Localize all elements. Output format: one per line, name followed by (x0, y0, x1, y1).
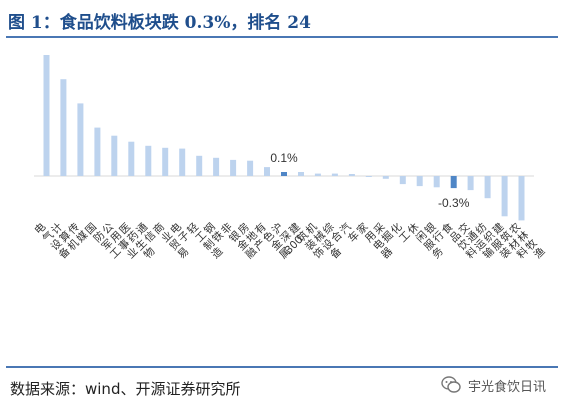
source-note: 数据来源：wind、开源证券研究所 (10, 380, 241, 398)
bar-有色金属 (264, 167, 270, 176)
data-label-食品饮料: -0.3% (438, 196, 470, 210)
bar-综合 (331, 173, 338, 176)
bar-医药生物 (128, 141, 135, 176)
bar-家用电器 (365, 176, 372, 177)
bar-轻工制造 (196, 155, 203, 176)
bar-公用事业 (111, 135, 118, 176)
bar-机械设备 (314, 173, 321, 176)
bar-建筑装饰 (298, 172, 304, 176)
category-label: 国防军工 (83, 221, 123, 261)
bar-商业贸易 (162, 147, 169, 176)
bar-采掘 (382, 176, 389, 179)
bar-传媒 (77, 103, 84, 176)
bar-通信 (145, 145, 152, 177)
wechat-icon (441, 376, 461, 393)
bottom-rule (6, 366, 558, 368)
bar-交通运输 (467, 176, 474, 191)
bar-国防军工 (94, 127, 101, 176)
bar-汽车 (348, 174, 355, 176)
bar-化工 (399, 176, 406, 185)
watermark-text: 宇光食饮日讯 (467, 379, 546, 395)
bar-银行 (433, 176, 440, 188)
bar-chart: 电气设备计算机传媒国防军工公用事业医药生物通信商业贸易电子轻工制造钢铁非银金融房… (32, 55, 548, 261)
bar-电子 (179, 148, 186, 176)
bar-电气设备 (43, 55, 50, 176)
data-label-沪深300: 0.1% (270, 151, 298, 165)
bar-钢铁 (213, 157, 220, 176)
bar-休闲服务 (416, 176, 423, 187)
bar-农林牧渔 (518, 176, 525, 221)
bar-食品饮料 (450, 176, 457, 189)
bar-计算机 (60, 79, 67, 176)
figure-title: 图 1：食品饮料板块跌 0.3%，排名 24 (8, 13, 311, 33)
bar-沪深300 (281, 172, 287, 176)
bar-房地产 (247, 160, 254, 176)
watermark: 宇光食饮日讯 (440, 374, 546, 396)
bar-纺织服装 (484, 176, 491, 199)
bar-非银金融 (230, 159, 237, 176)
top-rule (6, 36, 558, 38)
bar-建筑材料 (501, 176, 508, 217)
